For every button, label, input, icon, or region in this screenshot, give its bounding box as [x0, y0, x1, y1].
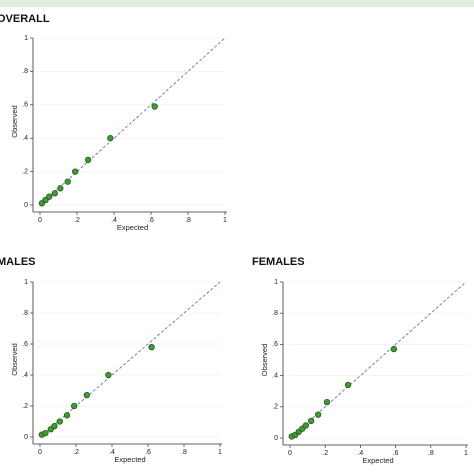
data-point [151, 103, 158, 110]
y-tick-label: .8 [22, 310, 28, 317]
x-tick-label: .2 [322, 450, 328, 457]
y-tick-label: 0 [24, 434, 28, 441]
data-point [56, 418, 63, 425]
y-axis-label: Observed [10, 343, 19, 376]
x-tick-label: 1 [223, 217, 227, 224]
x-tick-label: .4 [109, 449, 115, 456]
y-tick-label: 1 [274, 279, 278, 286]
data-point [57, 185, 64, 192]
y-tick-label: .8 [272, 310, 278, 317]
y-tick-label: .6 [272, 341, 278, 348]
panel-title: MALES [0, 256, 36, 268]
x-tick-label: 0 [38, 217, 42, 224]
data-point [323, 398, 331, 406]
data-point [51, 190, 58, 197]
y-axis-label: Observed [10, 105, 19, 138]
y-tick-label: .4 [22, 135, 28, 142]
x-tick-label: 1 [464, 450, 468, 457]
x-axis-label: Expected [117, 223, 148, 232]
y-axis-label: Observed [260, 344, 269, 377]
x-tick-label: .8 [185, 217, 191, 224]
data-point [46, 193, 53, 200]
y-tick-label: .8 [22, 68, 28, 75]
y-tick-label: 1 [24, 35, 28, 42]
y-tick-label: 0 [274, 435, 278, 442]
data-point [390, 345, 397, 353]
y-tick-label: .2 [22, 168, 28, 175]
x-tick-label: .6 [148, 217, 154, 224]
y-tick-label: .6 [22, 102, 28, 109]
data-point [51, 423, 58, 430]
x-axis-label: Expected [114, 455, 145, 464]
data-point [302, 422, 309, 429]
data-point [344, 381, 352, 389]
data-point [63, 412, 71, 419]
y-tick-label: .4 [22, 372, 28, 379]
reference-line [289, 281, 467, 439]
panel-title: FEMALES [252, 256, 305, 268]
y-tick-label: .2 [22, 403, 28, 410]
data-point [307, 417, 315, 424]
data-point [107, 135, 114, 142]
data-point [84, 156, 92, 164]
y-tick-label: 0 [24, 202, 28, 209]
x-tick-label: 1 [218, 449, 222, 456]
x-tick-label: .6 [393, 450, 399, 457]
y-tick-label: .4 [272, 372, 278, 379]
y-tick-label: 1 [24, 279, 28, 286]
top-band [0, 0, 474, 7]
x-tick-label: .2 [74, 217, 80, 224]
x-axis-label: Expected [362, 456, 393, 465]
data-point [148, 343, 155, 351]
x-tick-label: .8 [181, 449, 187, 456]
data-point [105, 371, 112, 379]
reference-line [39, 37, 226, 206]
x-tick-label: 0 [288, 450, 292, 457]
x-tick-label: .6 [145, 449, 151, 456]
x-tick-label: .4 [357, 450, 363, 457]
x-tick-label: .4 [111, 217, 117, 224]
data-point [83, 392, 90, 399]
y-tick-label: .6 [22, 341, 28, 348]
x-tick-label: .8 [428, 450, 434, 457]
reference-line [39, 281, 221, 438]
x-tick-label: .2 [73, 449, 79, 456]
y-tick-label: .2 [272, 404, 278, 411]
data-point [71, 402, 78, 410]
x-tick-label: 0 [38, 449, 42, 456]
data-point [315, 411, 322, 418]
data-point [42, 429, 49, 437]
panel-title: OVERALL [0, 13, 50, 25]
data-point [71, 168, 79, 175]
data-point [64, 178, 71, 185]
